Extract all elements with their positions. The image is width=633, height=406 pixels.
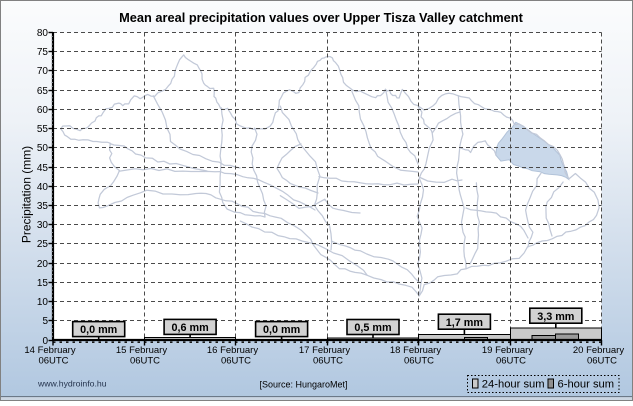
svg-text:06UTC: 06UTC bbox=[404, 355, 434, 366]
svg-text:60: 60 bbox=[37, 105, 49, 116]
svg-text:15 February: 15 February bbox=[116, 345, 167, 356]
svg-text:24-hour sum: 24-hour sum bbox=[482, 379, 545, 391]
svg-text:19 February: 19 February bbox=[482, 345, 533, 356]
svg-text:80: 80 bbox=[37, 28, 49, 39]
svg-text:10: 10 bbox=[37, 297, 49, 308]
svg-text:0,0 mm: 0,0 mm bbox=[80, 324, 117, 336]
svg-text:15: 15 bbox=[37, 278, 49, 289]
svg-text:35: 35 bbox=[37, 201, 49, 212]
svg-text:45: 45 bbox=[37, 163, 49, 174]
svg-text:70: 70 bbox=[37, 66, 49, 77]
svg-text:06UTC: 06UTC bbox=[38, 355, 68, 366]
svg-text:20 February: 20 February bbox=[573, 345, 624, 356]
svg-text:[Source: HungaroMet]: [Source: HungaroMet] bbox=[259, 380, 347, 390]
svg-text:Precipitation (mm): Precipitation (mm) bbox=[20, 146, 34, 243]
svg-text:0,6 mm: 0,6 mm bbox=[171, 322, 208, 334]
svg-text:Mean areal precipitation value: Mean areal precipitation values over Upp… bbox=[119, 10, 523, 25]
svg-text:1,7 mm: 1,7 mm bbox=[446, 317, 483, 329]
svg-text:06UTC: 06UTC bbox=[313, 355, 343, 366]
svg-text:06UTC: 06UTC bbox=[221, 355, 251, 366]
svg-text:06UTC: 06UTC bbox=[130, 355, 160, 366]
svg-text:0,5 mm: 0,5 mm bbox=[354, 322, 391, 334]
svg-text:25: 25 bbox=[37, 239, 49, 250]
svg-text:14 February: 14 February bbox=[24, 345, 75, 356]
svg-text:5: 5 bbox=[42, 316, 48, 327]
svg-text:www.hydroinfo.hu: www.hydroinfo.hu bbox=[37, 379, 107, 389]
svg-text:06UTC: 06UTC bbox=[496, 355, 526, 366]
svg-text:0,0 mm: 0,0 mm bbox=[263, 324, 300, 336]
svg-text:16 February: 16 February bbox=[207, 345, 258, 356]
svg-text:50: 50 bbox=[37, 143, 49, 154]
svg-text:06UTC: 06UTC bbox=[587, 355, 617, 366]
svg-text:20: 20 bbox=[37, 259, 49, 270]
svg-text:55: 55 bbox=[37, 124, 49, 135]
svg-text:3,3 mm: 3,3 mm bbox=[537, 311, 574, 323]
svg-text:30: 30 bbox=[37, 220, 49, 231]
svg-text:18 February: 18 February bbox=[390, 345, 441, 356]
svg-text:0: 0 bbox=[42, 336, 48, 347]
svg-text:6-hour sum: 6-hour sum bbox=[558, 379, 615, 391]
svg-text:40: 40 bbox=[37, 182, 49, 193]
svg-text:17 February: 17 February bbox=[299, 345, 350, 356]
svg-text:65: 65 bbox=[37, 86, 49, 97]
svg-text:75: 75 bbox=[37, 47, 49, 58]
